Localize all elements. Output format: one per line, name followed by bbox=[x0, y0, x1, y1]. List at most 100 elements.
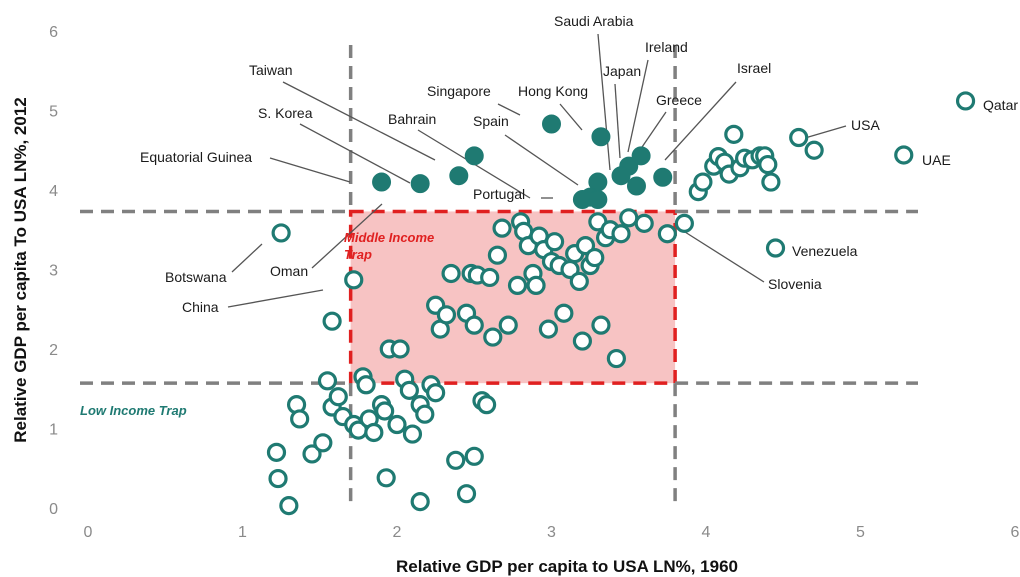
point-label: UAE bbox=[922, 152, 951, 168]
data-point bbox=[317, 371, 338, 391]
y-tick-label: 2 bbox=[49, 342, 58, 359]
highlight-point bbox=[372, 172, 392, 192]
point-label: Slovenia bbox=[768, 276, 822, 292]
highlight-point bbox=[542, 114, 561, 134]
data-point bbox=[399, 380, 419, 400]
data-point bbox=[415, 404, 435, 424]
leader-line bbox=[269, 157, 351, 183]
data-point bbox=[606, 348, 626, 369]
data-point bbox=[572, 331, 593, 351]
point-label: Taiwan bbox=[249, 62, 293, 78]
data-point-labeled bbox=[894, 145, 914, 165]
point-label: Equatorial Guinea bbox=[140, 149, 252, 165]
highlight-point bbox=[631, 146, 651, 166]
highlight-point bbox=[626, 176, 646, 196]
point-label: USA bbox=[851, 117, 880, 133]
y-tick-label: 4 bbox=[49, 183, 58, 200]
data-point bbox=[375, 401, 395, 421]
data-point bbox=[410, 492, 430, 512]
point-label: Ireland bbox=[645, 39, 688, 55]
data-point bbox=[657, 224, 677, 244]
data-point bbox=[724, 124, 744, 144]
data-point bbox=[376, 468, 396, 488]
data-point bbox=[387, 414, 407, 435]
point-label: S. Korea bbox=[258, 105, 313, 121]
data-point bbox=[302, 444, 322, 464]
data-point bbox=[619, 208, 639, 228]
data-point bbox=[804, 140, 824, 160]
leader-line bbox=[299, 123, 411, 184]
leader-line bbox=[311, 203, 383, 269]
point-label: Portugal bbox=[473, 186, 525, 202]
data-point bbox=[507, 275, 528, 295]
highlight-point bbox=[611, 166, 631, 186]
point-label: Hong Kong bbox=[518, 83, 588, 99]
data-point bbox=[456, 484, 477, 504]
point-label: Qatar bbox=[983, 97, 1018, 113]
data-point bbox=[526, 275, 546, 295]
leader-line bbox=[627, 59, 649, 153]
leader-line bbox=[504, 134, 579, 186]
point-labels: Equatorial Guinea S. Korea Taiwan Bahrain Si… bbox=[140, 13, 1018, 315]
data-point-labeled bbox=[271, 223, 291, 243]
point-label: Bahrain bbox=[388, 111, 436, 127]
data-point bbox=[402, 424, 423, 444]
x-tick-label: 1 bbox=[238, 524, 247, 541]
highlight-point bbox=[449, 166, 469, 186]
data-point bbox=[585, 247, 605, 268]
data-point-labeled bbox=[765, 238, 786, 258]
leader-line bbox=[227, 289, 324, 308]
leader-line bbox=[614, 83, 621, 159]
data-point bbox=[492, 218, 512, 238]
point-label: Singapore bbox=[427, 83, 491, 99]
point-label: Saudi Arabia bbox=[554, 13, 634, 29]
data-point bbox=[446, 450, 466, 470]
data-point bbox=[266, 442, 287, 462]
data-point bbox=[464, 446, 484, 466]
data-point bbox=[634, 213, 654, 233]
data-point bbox=[538, 319, 559, 339]
data-point bbox=[426, 383, 446, 403]
x-axis-title: Relative GDP per capita to USA LN%, 1960 bbox=[396, 557, 738, 576]
point-label: Spain bbox=[473, 113, 509, 129]
y-tick-label: 5 bbox=[49, 104, 58, 121]
data-point bbox=[483, 327, 503, 347]
point-label: China bbox=[182, 299, 219, 315]
middle-income-trap-label-line: Middle Income bbox=[344, 230, 434, 245]
point-label: Oman bbox=[270, 263, 308, 279]
point-label: Venezuela bbox=[792, 243, 858, 259]
data-point-labeled bbox=[674, 213, 694, 233]
leader-line bbox=[231, 243, 263, 273]
highlight-point bbox=[410, 174, 430, 194]
x-tick-label: 4 bbox=[702, 524, 711, 541]
leader-line bbox=[559, 103, 583, 131]
y-tick-label: 6 bbox=[49, 24, 58, 41]
point-label: Botswana bbox=[165, 269, 227, 285]
data-point bbox=[268, 468, 288, 489]
leader-line bbox=[664, 81, 737, 161]
data-point bbox=[569, 271, 589, 292]
x-axis-ticks: 0 1 2 3 4 5 6 bbox=[84, 524, 1020, 541]
data-point bbox=[544, 232, 565, 252]
point-label: Israel bbox=[737, 60, 771, 76]
data-point-labeled bbox=[322, 311, 342, 331]
point-label: Greece bbox=[656, 92, 702, 108]
data-points bbox=[266, 91, 976, 516]
data-point bbox=[464, 315, 484, 335]
point-label: Japan bbox=[603, 63, 641, 79]
data-point-labeled bbox=[344, 270, 364, 290]
leader-line bbox=[684, 231, 765, 283]
data-point bbox=[279, 496, 299, 516]
data-point bbox=[477, 395, 497, 415]
highlight-point bbox=[464, 146, 484, 166]
highlight-point bbox=[588, 190, 608, 210]
middle-income-trap-label-line: Trap bbox=[344, 247, 372, 262]
x-tick-label: 5 bbox=[856, 524, 865, 541]
data-point bbox=[498, 315, 518, 335]
data-point bbox=[313, 433, 333, 453]
x-tick-label: 2 bbox=[393, 524, 402, 541]
data-point bbox=[364, 422, 384, 443]
low-income-trap-label: Low Income Trap bbox=[80, 403, 187, 418]
data-point bbox=[441, 263, 461, 284]
